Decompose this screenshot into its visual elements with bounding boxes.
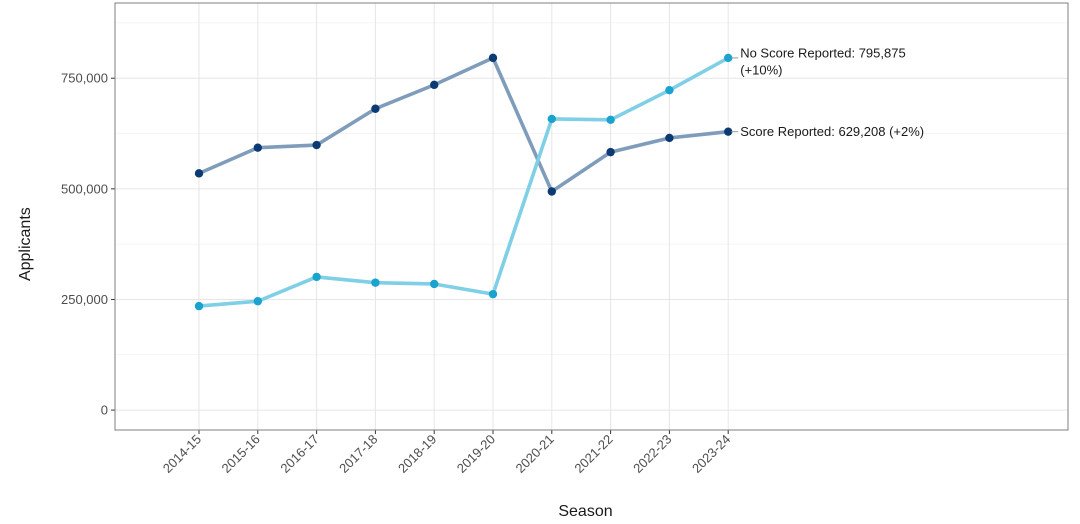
data-point	[665, 85, 674, 95]
grid	[115, 3, 1068, 430]
plot-panel	[115, 3, 1068, 430]
plot-border	[114, 2, 1069, 431]
x-tick-label: 2015-16	[219, 432, 263, 476]
data-point	[371, 104, 380, 113]
x-axis-title: Season	[558, 503, 612, 520]
data-point	[253, 297, 262, 306]
data-point	[194, 301, 204, 311]
data-point	[724, 127, 733, 136]
data-point	[430, 80, 439, 90]
data-point	[547, 114, 556, 124]
data-point	[371, 278, 380, 287]
data-point	[253, 143, 262, 152]
series-end-label: No Score Reported: 795,875	[740, 45, 906, 60]
annotations: Score Reported: 629,208 (+2%) No Score Re…	[731, 45, 924, 139]
y-tick-label: 0	[101, 403, 108, 418]
data-point	[194, 169, 204, 178]
data-point	[488, 53, 498, 63]
x-tick-label: 2023-24	[689, 432, 733, 476]
x-tick-label: 2016-17	[277, 432, 321, 476]
x-tick-label: 2021-22	[571, 432, 615, 476]
x-tick-label: 2019-20	[454, 432, 498, 476]
series-end-label: (+10%)	[740, 62, 782, 77]
data-point	[488, 289, 498, 299]
series-1	[194, 53, 733, 311]
data-point	[724, 53, 733, 63]
x-tick-label: 2020-21	[513, 432, 557, 476]
x-tick-label: 2017-18	[336, 432, 380, 476]
data-point	[665, 133, 674, 143]
y-axis-title: Applicants	[17, 207, 34, 281]
y-tick-label: 750,000	[61, 71, 108, 86]
series	[194, 53, 733, 311]
data-point	[606, 115, 615, 125]
data-point	[312, 140, 321, 150]
x-tick-label: 2014-15	[160, 432, 204, 476]
data-point	[430, 279, 439, 289]
y-tick-label: 250,000	[61, 292, 108, 307]
data-point	[606, 147, 615, 157]
data-point	[547, 187, 556, 196]
series-line	[197, 56, 731, 194]
series-line	[197, 56, 731, 308]
series-0	[194, 53, 733, 196]
data-point	[312, 272, 321, 282]
x-tick-label: 2018-19	[395, 432, 439, 476]
y-tick-label: 500,000	[61, 181, 108, 196]
series-end-label: Score Reported: 629,208 (+2%)	[740, 124, 924, 139]
x-tick-label: 2022-23	[630, 432, 674, 476]
